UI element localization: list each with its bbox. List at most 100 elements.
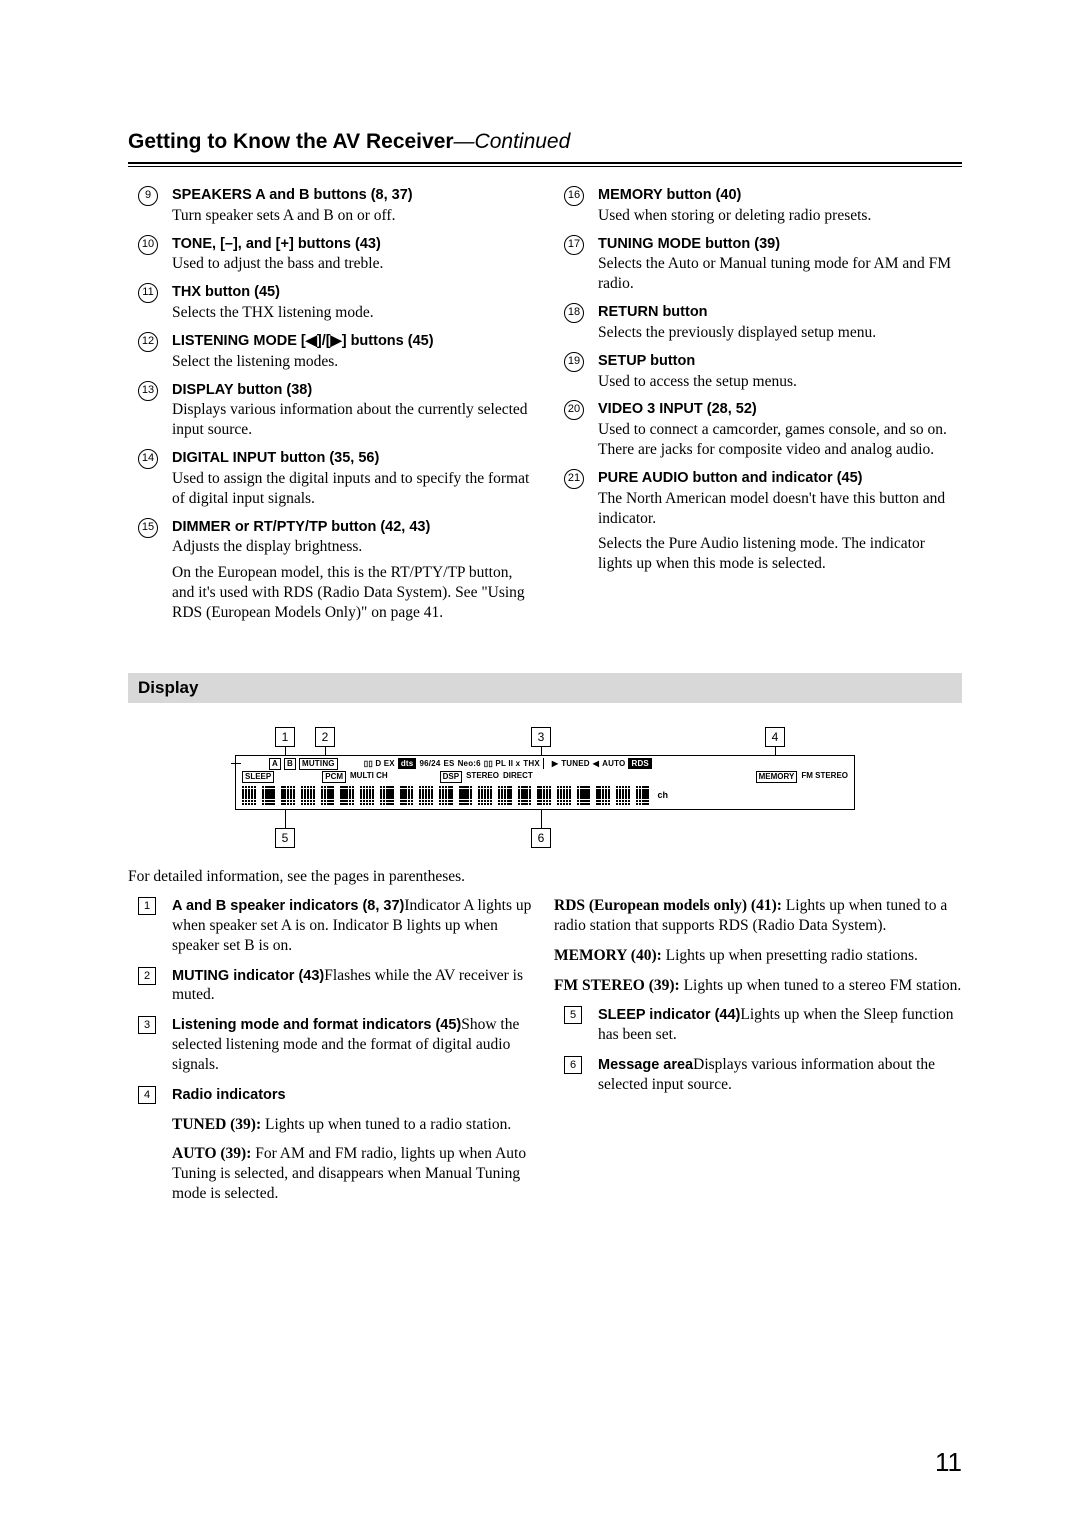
display-item: 4Radio indicators (128, 1085, 536, 1105)
dot-char (596, 786, 610, 805)
ind-dd: ▯▯ D EX (364, 759, 395, 768)
item-title: SETUP button (598, 353, 695, 369)
ind-dts: dts (398, 758, 417, 769)
item-desc: Turn speaker sets A and B on or off. (172, 206, 536, 226)
item-desc: Select the listening modes. (172, 352, 536, 372)
item-desc: Used to connect a camcorder, games conso… (598, 420, 962, 460)
display-right-column: RDS (European models only) (41): Lights … (554, 896, 962, 1214)
item-number: 15 (138, 518, 158, 538)
list-item: 15 DIMMER or RT/PTY/TP button (42, 43) Adj… (128, 517, 536, 623)
ind-pcm: PCM (322, 771, 346, 783)
display-screen: A B MUTING ▯▯ D EX dts 96/24 ES Neo:6 ▯▯… (235, 755, 855, 810)
dot-char (537, 786, 551, 805)
list-item: 19SETUP buttonUsed to access the setup m… (554, 351, 962, 392)
callout-4: 4 (765, 727, 785, 747)
dot-char (518, 786, 532, 805)
dot-char (616, 786, 630, 805)
ind-memory: MEMORY (756, 771, 798, 783)
sub-text: Lights up when tuned to a radio station. (261, 1116, 511, 1133)
sub-bold: AUTO (39): (172, 1145, 251, 1162)
callout-5: 5 (275, 828, 295, 848)
item-number-square: 5 (564, 1006, 582, 1024)
item-title: DIGITAL INPUT button (35, 56) (172, 450, 379, 466)
ind-sleep: SLEEP (242, 771, 274, 783)
list-item: 20VIDEO 3 INPUT (28, 52)Used to connect … (554, 399, 962, 459)
top-callouts: 1 2 3 4 (235, 727, 855, 755)
item-desc2: On the European model, this is the RT/PT… (172, 563, 536, 622)
display-row2: SLEEP PCM MULTI CH DSP STEREO DIRECT MEM… (242, 771, 848, 783)
ind-dsp: DSP (440, 771, 462, 783)
dot-char (262, 786, 276, 805)
item-desc2: Selects the Pure Audio listening mode. T… (598, 534, 962, 574)
ind-rds: RDS (628, 758, 652, 769)
item-title: TONE, [–], and [+] buttons (43) (172, 236, 381, 252)
item-title: Message area (598, 1057, 693, 1073)
list-item: 18RETURN buttonSelects the previously di… (554, 302, 962, 343)
item-number-square: 2 (138, 967, 156, 985)
item-desc: Used to adjust the bass and treble. (172, 254, 536, 274)
title-continued: —Continued (454, 130, 571, 153)
list-item: 21PURE AUDIO button and indicator (45)Th… (554, 468, 962, 574)
sub-bold: RDS (European models only) (41): (554, 897, 782, 914)
item-desc: Selects the THX listening mode. (172, 303, 536, 323)
sub-text: Lights up when presetting radio stations… (662, 947, 918, 964)
dot-char (400, 786, 414, 805)
item-number-square: 3 (138, 1016, 156, 1034)
ind-muting: MUTING (299, 758, 338, 770)
display-left-column: 1A and B speaker indicators (8, 37)Indic… (128, 896, 536, 1214)
display-item: 3Listening mode and format indicators (4… (128, 1015, 536, 1074)
ind-stereo: STEREO (466, 771, 499, 783)
item-number: 10 (138, 235, 158, 255)
tuned-right-tri: ▶ (552, 759, 558, 768)
list-item: 12LISTENING MODE [◀]/[▶] buttons (45)Sel… (128, 331, 536, 372)
display-item: 2MUTING indicator (43)Flashes while the … (128, 966, 536, 1006)
ind-pl2x: ▯▯ PL II x (484, 759, 520, 768)
sub-bold: MEMORY (40): (554, 947, 662, 964)
callout-1: 1 (275, 727, 295, 747)
dot-char (498, 786, 512, 805)
right-sub: RDS (European models only) (41): Lights … (554, 896, 962, 936)
item-title: DIMMER or RT/PTY/TP button (42, 43) (172, 519, 430, 535)
display-item: 1A and B speaker indicators (8, 37)Indic… (128, 896, 536, 955)
item-number: 20 (564, 400, 584, 420)
item-desc: Selects the Auto or Manual tuning mode f… (598, 254, 962, 294)
dot-char (478, 786, 492, 805)
item-number-square: 4 (138, 1086, 156, 1104)
item-title: SPEAKERS A and B buttons (8, 37) (172, 187, 413, 203)
sub-text: Lights up when tuned to a stereo FM stat… (680, 977, 962, 994)
item-number: 11 (138, 283, 158, 303)
dot-char (360, 786, 374, 805)
list-item: 16MEMORY button (40)Used when storing or… (554, 185, 962, 226)
right-sub: FM STEREO (39): Lights up when tuned to … (554, 976, 962, 996)
list-item: 14DIGITAL INPUT button (35, 56)Used to a… (128, 448, 536, 508)
callout-2: 2 (315, 727, 335, 747)
title-text: Getting to Know the AV Receiver (128, 130, 454, 153)
dot-char (636, 786, 650, 805)
ind-es: ES (443, 759, 454, 768)
ch-label: ch (657, 790, 668, 800)
item-title: A and B speaker indicators (8, 37) (172, 898, 404, 914)
ind-9624: 96/24 (419, 759, 440, 768)
item-number: 21 (564, 469, 584, 489)
item-title: MEMORY button (40) (598, 187, 741, 203)
ind-auto: AUTO (602, 759, 625, 768)
page-number: 11 (935, 1447, 962, 1478)
dot-char (557, 786, 571, 805)
display-descriptions: 1A and B speaker indicators (8, 37)Indic… (128, 896, 962, 1214)
left-column: 9 SPEAKERS A and B buttons (8, 37) Turn sp… (128, 185, 536, 631)
item-desc: Adjusts the display brightness. (172, 537, 536, 557)
item-desc: Used when storing or deleting radio pres… (598, 206, 962, 226)
item-number: 19 (564, 352, 584, 372)
button-descriptions: 9 SPEAKERS A and B buttons (8, 37) Turn sp… (128, 185, 962, 631)
item-number: 9 (138, 186, 158, 206)
item-number-square: 1 (138, 897, 156, 915)
ind-neo6: Neo:6 (458, 759, 481, 768)
item-number: 13 (138, 381, 158, 401)
dot-char (419, 786, 433, 805)
rule-thick (128, 162, 962, 164)
item-title: TUNING MODE button (39) (598, 236, 780, 252)
page-title: Getting to Know the AV Receiver—Continue… (128, 130, 962, 154)
right-sub: MEMORY (40): Lights up when presetting r… (554, 946, 962, 966)
sub-bold: TUNED (39): (172, 1116, 261, 1133)
item-desc: Selects the previously displayed setup m… (598, 323, 962, 343)
